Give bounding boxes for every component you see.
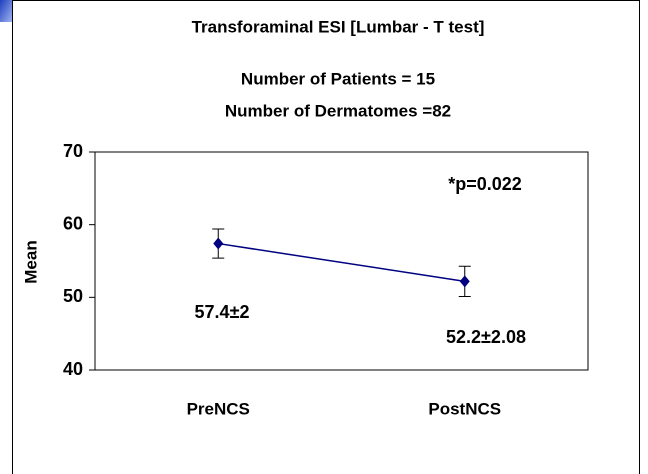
corner-decoration [0,0,12,22]
x-tick-label: PostNCS [428,399,501,418]
data-line [218,242,465,283]
plot-frame [94,151,589,371]
y-axis-label: Mean [21,240,40,283]
x-tick-label: PreNCS [187,399,250,418]
chart-title: Transforaminal ESI [Lumbar - T test] [192,17,485,36]
y-tick-label: 40 [63,359,83,379]
chart-subtitle: Number of Patients = 15 [241,69,435,88]
data-label: 52.2±2.08 [446,327,526,347]
data-point [459,275,470,288]
chart-subtitle: Number of Dermatomes =82 [225,101,451,120]
data-point [213,237,224,250]
data-label: 57.4±2 [195,302,250,322]
y-tick-label: 60 [63,213,83,233]
annotation: *p=0.022 [448,174,522,194]
y-tick-label: 50 [63,286,83,306]
chart-frame [12,0,640,474]
y-tick-label: 70 [63,141,83,161]
